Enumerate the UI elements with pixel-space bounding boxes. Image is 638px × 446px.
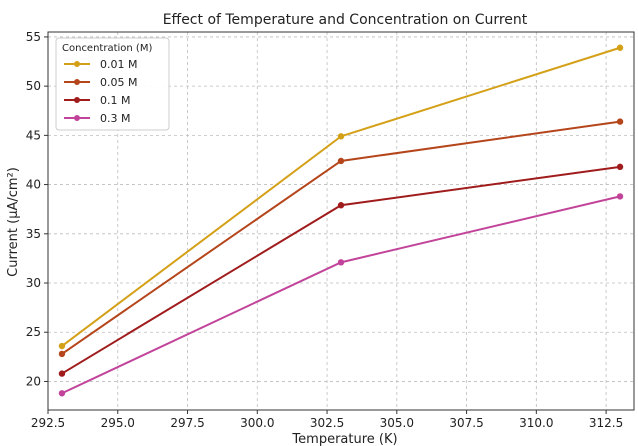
series-0-05-m xyxy=(58,118,624,358)
data-point xyxy=(58,350,66,358)
x-tick-label: 310.0 xyxy=(519,416,553,430)
legend-label: 0.3 M xyxy=(100,112,130,125)
x-tick-label: 300.0 xyxy=(240,416,274,430)
legend-marker xyxy=(74,79,80,85)
y-tick-label: 40 xyxy=(26,178,41,192)
y-tick-label: 25 xyxy=(26,325,41,339)
x-tick-label: 312.5 xyxy=(589,416,623,430)
data-point xyxy=(616,193,624,200)
y-tick-label: 35 xyxy=(26,227,41,241)
series-0-01-m xyxy=(58,44,624,350)
data-point xyxy=(337,259,345,266)
plot-area xyxy=(47,31,635,411)
y-tick-label: 55 xyxy=(26,30,41,44)
legend-label: 0.1 M xyxy=(100,94,130,107)
legend: Concentration (M) 0.01 M 0.05 M 0.1 M 0.3 M xyxy=(55,37,170,131)
x-tick-label: 305.0 xyxy=(380,416,414,430)
data-point xyxy=(337,133,345,140)
legend-label: 0.05 M xyxy=(100,76,137,89)
data-point xyxy=(337,157,345,165)
data-point xyxy=(58,390,66,397)
x-axis-ticks: 292.5 295.0 297.5 300.0 302.5 305.0 307.5 310.0… xyxy=(31,410,623,430)
x-tick-label: 302.5 xyxy=(310,416,344,430)
data-point xyxy=(337,202,345,209)
legend-marker xyxy=(74,115,80,121)
legend-title: Concentration (M) xyxy=(62,43,152,54)
y-tick-label: 45 xyxy=(26,128,41,142)
data-point xyxy=(58,342,66,350)
series-0-3-m xyxy=(58,193,624,397)
legend-marker xyxy=(74,97,80,103)
legend-entries: 0.01 M 0.05 M 0.1 M 0.3 M xyxy=(64,58,137,125)
x-tick-label: 307.5 xyxy=(449,416,483,430)
y-tick-label: 20 xyxy=(26,374,41,388)
y-axis-label: Current (μA/cm²) xyxy=(6,167,21,277)
legend-label: 0.01 M xyxy=(100,58,137,71)
x-axis-label: Temperature (K) xyxy=(291,432,397,446)
legend-box xyxy=(55,37,170,131)
data-point xyxy=(616,118,624,125)
data-point xyxy=(616,44,624,51)
x-tick-label: 295.0 xyxy=(101,416,135,430)
series-lines xyxy=(58,44,624,397)
data-point xyxy=(58,370,66,377)
legend-marker xyxy=(74,61,80,67)
chart-title: Effect of Temperature and Concentration … xyxy=(163,12,528,28)
series-line xyxy=(61,165,621,375)
x-tick-label: 297.5 xyxy=(170,416,204,430)
y-tick-label: 50 xyxy=(26,79,41,93)
x-tick-label: 292.5 xyxy=(31,416,65,430)
y-tick-label: 30 xyxy=(26,276,41,290)
series-0-1-m xyxy=(58,163,624,377)
y-axis-ticks: 20 25 30 35 40 45 50 55 xyxy=(26,30,48,388)
data-point xyxy=(616,163,624,171)
